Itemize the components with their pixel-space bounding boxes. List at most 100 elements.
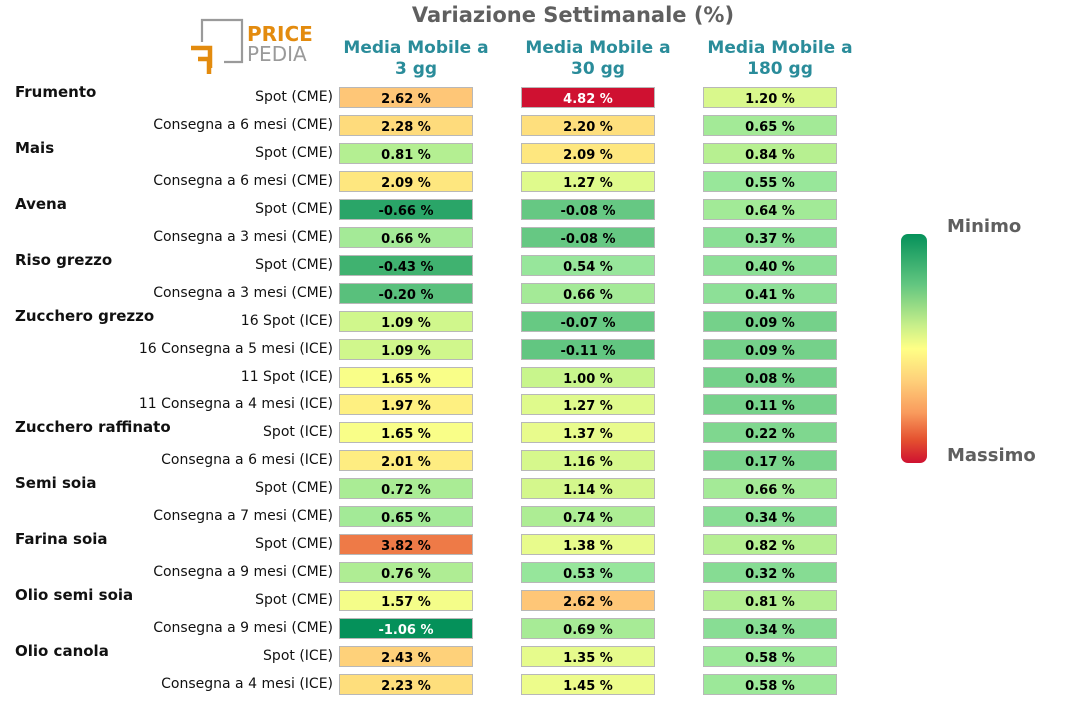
chart-title: Variazione Settimanale (%) [411,3,735,27]
heatmap-cell: 0.32 % [703,562,837,584]
row-label: Consegna a 7 mesi (CME) [153,508,333,525]
heatmap-cell: -0.07 % [521,310,655,332]
logo-bracket-gray [200,18,244,64]
heatmap-cell: 0.74 % [521,506,655,528]
logo-word-price: PRICE [247,22,313,46]
row-label: Spot (CME) [255,200,333,217]
row-label: 11 Consegna a 4 mesi (ICE) [138,396,333,413]
heatmap-cell: 0.34 % [703,506,837,528]
heatmap-cell: 2.62 % [521,590,655,612]
row-label: 16 Consegna a 5 mesi (ICE) [138,340,333,357]
heatmap-cell: 1.09 % [339,338,473,360]
heatmap-cell: 1.97 % [339,394,473,416]
heatmap-cell: 0.81 % [339,142,473,164]
colorbar-max-label: Massimo [947,445,1036,466]
heatmap-cell: 0.82 % [703,534,837,556]
heatmap-cell: 0.34 % [703,618,837,640]
heatmap-cell: 0.55 % [703,170,837,192]
commodity-label: Zucchero grezzo [15,306,155,325]
row-label: Spot (CME) [255,536,333,553]
commodity-label: Zucchero raffinato [15,418,171,437]
column-header-3gg: Media Mobile a 3 gg [326,38,506,80]
column-header-30gg-line1: Media Mobile a [525,38,671,58]
heatmap-cell: 0.17 % [703,450,837,472]
heatmap-cell: 0.58 % [703,673,837,695]
heatmap-cell: 0.66 % [339,226,473,248]
heatmap-cell: 1.37 % [521,422,655,444]
heatmap-cell: 0.22 % [703,422,837,444]
heatmap-cell: 2.28 % [339,114,473,136]
commodity-label: Olio semi soia [15,586,134,605]
row-label: Spot (ICE) [263,648,333,664]
heatmap-cell: 1.35 % [521,646,655,667]
heatmap-cell: 0.53 % [521,562,655,584]
heatmap-cell: 2.20 % [521,114,655,136]
heatmap-cell: 0.40 % [703,254,837,276]
row-label: Consegna a 9 mesi (CME) [153,564,333,581]
heatmap-cell: 0.66 % [703,478,837,500]
heatmap-cell: 0.76 % [339,562,473,584]
heatmap-cell: 1.09 % [339,310,473,332]
heatmap-cell: 0.58 % [703,646,837,667]
heatmap-cell: -0.08 % [521,198,655,220]
heatmap-cell: 3.82 % [339,534,473,556]
heatmap-cell: 0.08 % [703,366,837,388]
commodity-label: Avena [15,194,67,213]
heatmap-cell: 2.43 % [339,646,473,667]
heatmap-cell: 0.72 % [339,478,473,500]
commodity-label: Farina soia [15,530,108,549]
column-header-180gg-line1: Media Mobile a [707,38,853,58]
commodity-label: Frumento [15,83,97,101]
commodity-label: Mais [15,138,55,157]
pricepedia-logo: PRICE PEDIA [191,18,313,74]
row-label: Spot (CME) [255,144,333,161]
heatmap-cell: -1.06 % [339,618,473,640]
column-header-180gg: Media Mobile a 180 gg [690,38,870,80]
heatmap-cell: -0.20 % [339,282,473,304]
row-label: Consegna a 9 mesi (CME) [153,620,333,637]
column-header-180gg-line2: 180 gg [747,59,813,79]
heatmap-cell: 0.64 % [703,198,837,220]
heatmap-cell: 1.00 % [521,366,655,388]
heatmap-cell: 4.82 % [521,87,655,108]
heatmap-cell: 0.41 % [703,282,837,304]
row-label: Spot (ICE) [263,424,333,441]
heatmap-cell: 1.16 % [521,450,655,472]
row-label: Consegna a 6 mesi (CME) [153,172,333,189]
row-label: Consegna a 4 mesi (ICE) [161,675,333,692]
heatmap-cell: -0.43 % [339,254,473,276]
row-label: 11 Spot (ICE) [240,368,333,385]
column-header-3gg-line1: Media Mobile a [343,38,489,58]
heatmap-cell: -0.08 % [521,226,655,248]
heatmap-cell: -0.11 % [521,338,655,360]
column-header-30gg-line2: 30 gg [571,59,625,79]
row-label: Consegna a 3 mesi (CME) [153,228,333,245]
heatmap-cell: 0.69 % [521,618,655,640]
row-label: Consegna a 3 mesi (CME) [153,284,333,301]
heatmap-cell: 0.81 % [703,590,837,612]
heatmap-cell: 2.23 % [339,673,473,695]
row-label: Spot (CME) [255,480,333,497]
heatmap-cell: 2.01 % [339,450,473,472]
heatmap-cell: 1.45 % [521,673,655,695]
heatmap-cell: 0.54 % [521,254,655,276]
column-header-30gg: Media Mobile a 30 gg [508,38,688,80]
heatmap-cell: 1.65 % [339,422,473,444]
heatmap-cell: 1.27 % [521,170,655,192]
row-label: Consegna a 6 mesi (CME) [153,116,333,133]
colorbar-min-label: Minimo [947,216,1022,237]
heatmap-cell: 0.65 % [339,506,473,528]
row-label: Spot (CME) [255,89,333,105]
row-label: Spot (CME) [255,592,333,609]
row-label: 16 Spot (ICE) [240,312,333,329]
heatmap-cell: 0.84 % [703,142,837,164]
heatmap-cell: 2.62 % [339,87,473,108]
heatmap-cell: 0.11 % [703,394,837,416]
commodity-label: Semi soia [15,474,97,493]
heatmap-cell: 1.14 % [521,478,655,500]
heatmap-cell: 1.57 % [339,590,473,612]
heatmap-cell: 0.09 % [703,338,837,360]
heatmap-cell: -0.66 % [339,198,473,220]
commodity-label: Olio canola [15,642,109,660]
heatmap-cell: 1.65 % [339,366,473,388]
